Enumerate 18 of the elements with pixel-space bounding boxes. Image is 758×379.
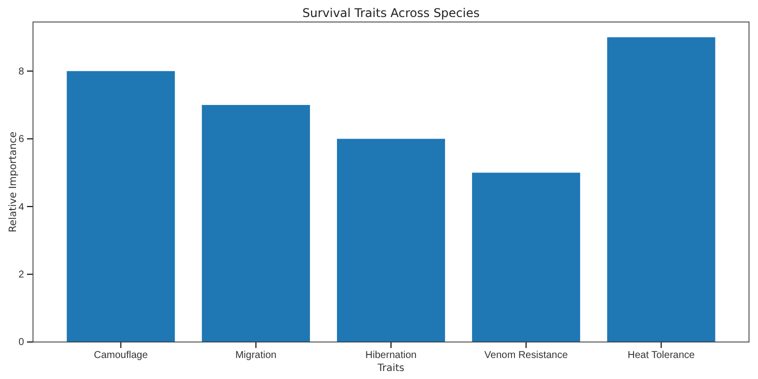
x-tick-label: Heat Tolerance (628, 350, 696, 362)
y-tick-label: 2 (18, 269, 24, 280)
y-tick-label: 6 (18, 134, 24, 146)
y-tick-label: 4 (18, 202, 24, 213)
bar (336, 138, 446, 342)
bar (607, 37, 716, 342)
y-tick-label: 0 (18, 337, 24, 348)
x-tick-label: Hibernation (365, 350, 417, 362)
x-tick-label: Venom Resistance (484, 350, 568, 362)
x-tick-label: Camouflage (94, 350, 148, 362)
bar (202, 104, 310, 342)
y-axis-title: Relative Importance (8, 132, 19, 232)
x-axis-title: Traits (376, 363, 404, 374)
chart-title: Survival Traits Across Species (302, 6, 480, 20)
y-tick-label: 8 (18, 66, 24, 78)
bar (66, 71, 175, 342)
bar (472, 172, 580, 342)
x-tick-label: Migration (235, 350, 276, 362)
